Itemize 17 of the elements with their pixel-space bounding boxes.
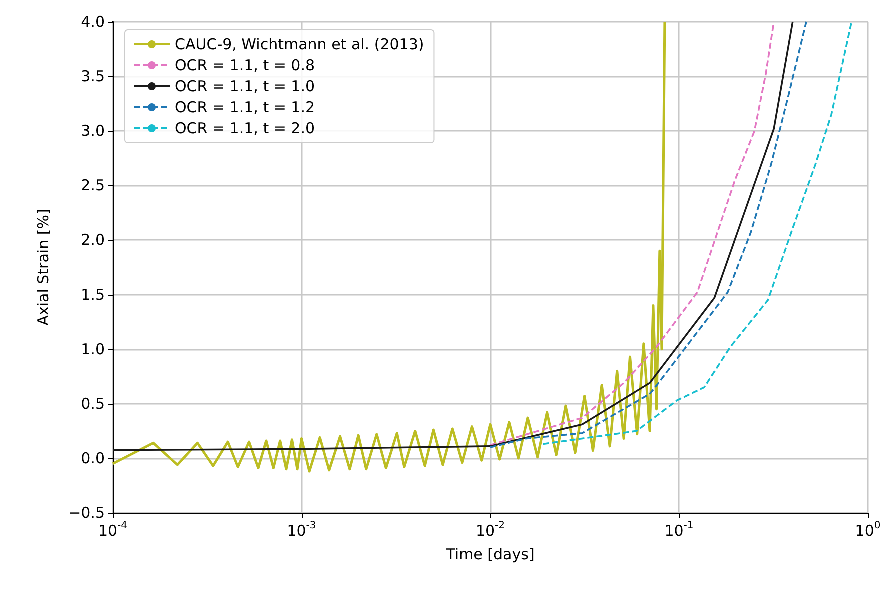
y-tick-label: 0.5 bbox=[81, 394, 105, 413]
legend-label: OCR = 1.1, t = 1.0 bbox=[175, 78, 316, 96]
legend-label: OCR = 1.1, t = 0.8 bbox=[175, 56, 316, 74]
y-tick-label: 2.5 bbox=[81, 176, 105, 195]
y-tick-label: 1.0 bbox=[81, 340, 105, 358]
y-tick-label: 0.0 bbox=[81, 449, 105, 468]
y-tick-label: 3.0 bbox=[81, 122, 105, 140]
x-axis-title: Time [days] bbox=[445, 546, 535, 564]
legend-label: CAUC-9, Wichtmann et al. (2013) bbox=[175, 36, 424, 54]
y-tick-label: 1.5 bbox=[81, 286, 105, 304]
y-tick-label: −0.5 bbox=[68, 504, 105, 522]
legend-label: OCR = 1.1, t = 1.2 bbox=[175, 98, 316, 116]
y-tick-label: 2.0 bbox=[81, 231, 105, 250]
y-axis-title: Axial Strain [%] bbox=[34, 209, 52, 326]
legend-label: OCR = 1.1, t = 2.0 bbox=[175, 120, 316, 138]
y-tick-label: 4.0 bbox=[81, 13, 105, 31]
y-tick-label: 3.5 bbox=[81, 68, 105, 86]
